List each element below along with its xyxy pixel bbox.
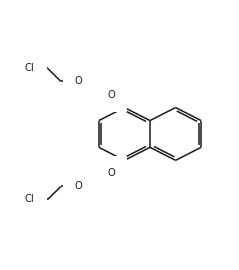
Text: O: O xyxy=(75,181,83,191)
Text: O: O xyxy=(75,76,83,86)
Text: O: O xyxy=(107,89,115,100)
Text: O: O xyxy=(107,168,115,178)
Text: Cl: Cl xyxy=(25,63,34,73)
Text: Cl: Cl xyxy=(25,194,34,204)
